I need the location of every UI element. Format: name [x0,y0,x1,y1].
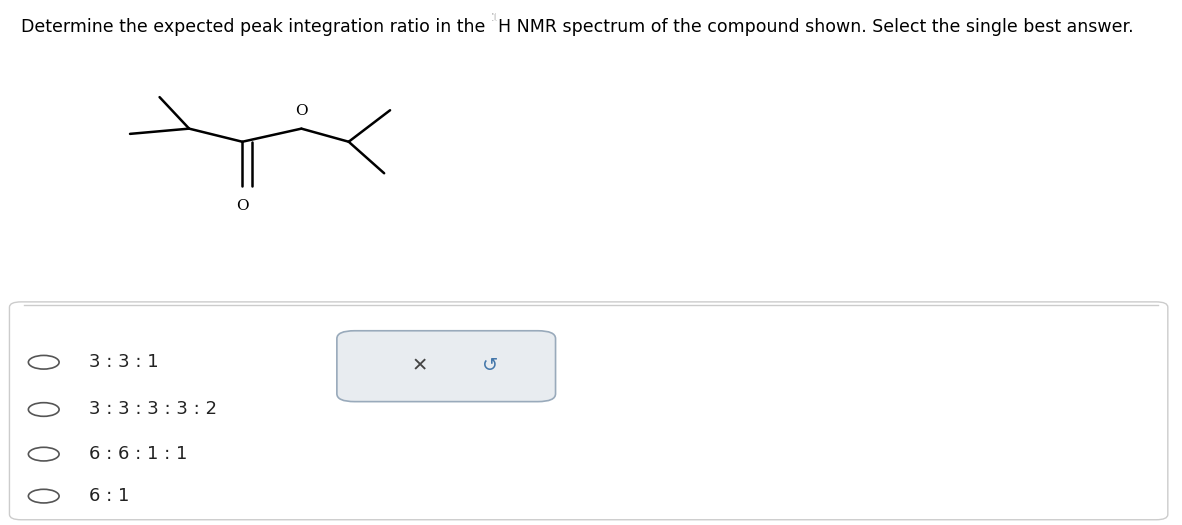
Text: ✕: ✕ [411,356,428,375]
Text: 1: 1 [492,13,498,23]
Text: 6 : 6 : 1 : 1: 6 : 6 : 1 : 1 [89,445,187,463]
Text: Determine the expected peak integration ratio in the: Determine the expected peak integration … [21,18,492,36]
Text: 3 : 3 : 3 : 3 : 2: 3 : 3 : 3 : 3 : 2 [89,401,216,418]
Text: O: O [236,200,248,214]
Text: 1: 1 [492,13,498,23]
Text: 6 : 1: 6 : 1 [89,487,129,505]
Text: ↺: ↺ [482,356,499,375]
FancyBboxPatch shape [337,331,556,402]
Text: O: O [296,104,307,118]
Text: H NMR spectrum of the compound shown. Select the single best answer.: H NMR spectrum of the compound shown. Se… [498,18,1134,36]
FancyBboxPatch shape [9,302,1168,520]
Text: 3 : 3 : 1: 3 : 3 : 1 [89,353,158,371]
